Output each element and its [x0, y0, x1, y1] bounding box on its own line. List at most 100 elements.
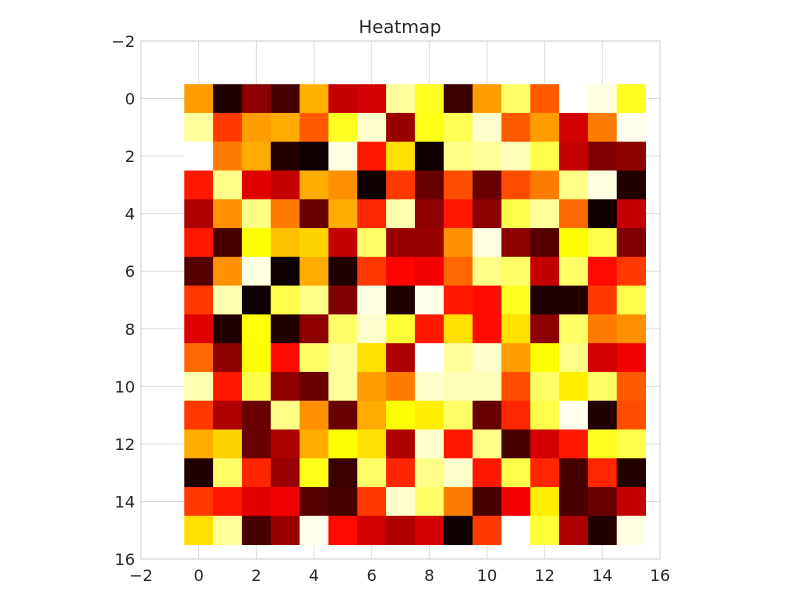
heatmap-cell [241, 141, 272, 171]
heatmap-cell [328, 84, 358, 114]
heatmap-cell [270, 112, 300, 143]
heatmap-cell [530, 515, 560, 546]
heatmap-cell [443, 458, 473, 488]
heatmap-cell [386, 285, 416, 315]
heatmap-cell [241, 429, 272, 459]
chart-title: Heatmap [359, 17, 442, 38]
heatmap-cell [501, 141, 531, 171]
heatmap-cell [501, 256, 531, 287]
heatmap-cell [357, 515, 387, 546]
heatmap-cell [530, 343, 560, 373]
heatmap-cell [328, 429, 358, 459]
heatmap-cell [213, 228, 243, 258]
heatmap-cell [559, 515, 589, 546]
heatmap-cell [357, 314, 387, 344]
heatmap-cell [357, 487, 387, 517]
heatmap-cell [270, 141, 300, 171]
heatmap-cell [472, 314, 502, 344]
heatmap-cell [213, 141, 243, 171]
heatmap-cell [184, 228, 214, 258]
heatmap-cell [328, 343, 358, 373]
heatmap-cell [241, 112, 272, 143]
heatmap-cell [299, 84, 329, 114]
heatmap-cell [472, 285, 502, 315]
heatmap-cell [357, 228, 387, 258]
heatmap-cell [386, 112, 416, 143]
heatmap-cell [241, 400, 272, 430]
heatmap-cell [472, 487, 502, 517]
heatmap-cell [587, 170, 618, 200]
heatmap-cell [501, 84, 531, 114]
heatmap-cell [587, 199, 618, 229]
heatmap-cell [559, 400, 589, 430]
heatmap-cell [213, 285, 243, 315]
heatmap-cell [213, 199, 243, 229]
heatmap-cell [530, 84, 560, 114]
y-tick-label: 2 [125, 147, 135, 166]
heatmap-cell [184, 112, 214, 143]
x-tick-label: 10 [477, 566, 497, 585]
y-axis-tick-labels: −2 0 2 4 6 8 10 12 14 16 [111, 32, 135, 569]
heatmap-cell [184, 256, 214, 287]
heatmap-cell [472, 228, 502, 258]
heatmap-cell [213, 84, 243, 114]
heatmap-cell [443, 199, 473, 229]
heatmap-cell [184, 170, 214, 200]
heatmap-cell [414, 371, 445, 402]
y-tick-label: −2 [111, 32, 135, 51]
heatmap-cell [357, 400, 387, 430]
heatmap-cell [559, 458, 589, 488]
heatmap-cell [616, 256, 646, 287]
heatmap-cell [328, 515, 358, 546]
heatmap-cell [414, 199, 445, 229]
heatmap-cell [443, 487, 473, 517]
heatmap-cell [587, 343, 618, 373]
heatmap-cell [501, 199, 531, 229]
heatmap-cell [328, 141, 358, 171]
heatmap-cell [616, 343, 646, 373]
heatmap-cell [184, 199, 214, 229]
heatmap-cell [357, 343, 387, 373]
x-tick-label: 14 [592, 566, 612, 585]
heatmap-cell [443, 400, 473, 430]
heatmap-cell [587, 256, 618, 287]
heatmap-cell [530, 285, 560, 315]
heatmap-cell [299, 343, 329, 373]
y-tick-label: 12 [115, 435, 135, 454]
heatmap-cell [184, 343, 214, 373]
y-tick-label: 6 [125, 262, 135, 281]
heatmap-cell [587, 371, 618, 402]
heatmap-cell [616, 170, 646, 200]
heatmap-cell [530, 314, 560, 344]
heatmap-cell [213, 429, 243, 459]
heatmap-cell [357, 256, 387, 287]
heatmap-cell [213, 112, 243, 143]
y-tick-label: 4 [125, 205, 135, 224]
heatmap-cell [616, 112, 646, 143]
heatmap-cell [587, 458, 618, 488]
heatmap-cell [270, 228, 300, 258]
heatmap-cell [616, 141, 646, 171]
heatmap-cell [299, 141, 329, 171]
heatmap-cell [472, 141, 502, 171]
x-tick-label: −2 [129, 566, 153, 585]
heatmap-cell [530, 256, 560, 287]
heatmap-cell [328, 228, 358, 258]
heatmap-cell [472, 84, 502, 114]
heatmap-cell [414, 285, 445, 315]
heatmap-cell [616, 400, 646, 430]
heatmap-cell [270, 429, 300, 459]
heatmap-cell [386, 400, 416, 430]
heatmap-cell [472, 170, 502, 200]
heatmap-cell [270, 515, 300, 546]
heatmap-cell [414, 343, 445, 373]
heatmap-cell [559, 343, 589, 373]
heatmap-cell [328, 112, 358, 143]
heatmap-cell [241, 343, 272, 373]
x-tick-label: 0 [194, 566, 204, 585]
heatmap-cell [472, 400, 502, 430]
heatmap-cell [616, 84, 646, 114]
x-axis-tick-labels: −2 0 2 4 6 8 10 12 14 16 [129, 566, 670, 585]
heatmap-cell [443, 371, 473, 402]
heatmap-cell [616, 429, 646, 459]
